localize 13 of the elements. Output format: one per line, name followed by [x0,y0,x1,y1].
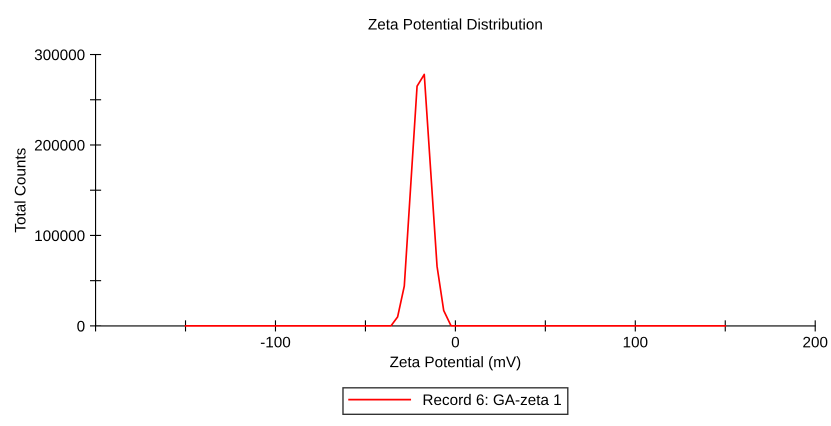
x-tick-label: 100 [624,336,648,348]
y-tick-label: 100000 [35,230,85,242]
x-tick-label: -100 [260,336,290,348]
y-tick-label: 200000 [34,140,85,151]
chart-title: Zeta Potential Distribution [368,18,542,30]
x-tick-label: 0 [452,336,460,348]
y-tick-label: 0 [77,320,85,332]
line-series [184,74,726,327]
legend-label: Record 6: GA-zeta 1 [424,394,561,406]
x-tick-label: 200 [803,336,828,348]
y-tick-label: 300000 [34,49,85,60]
x-axis-title: Zeta Potential (mV) [390,356,520,370]
y-axis-title: Total Counts [14,148,26,232]
